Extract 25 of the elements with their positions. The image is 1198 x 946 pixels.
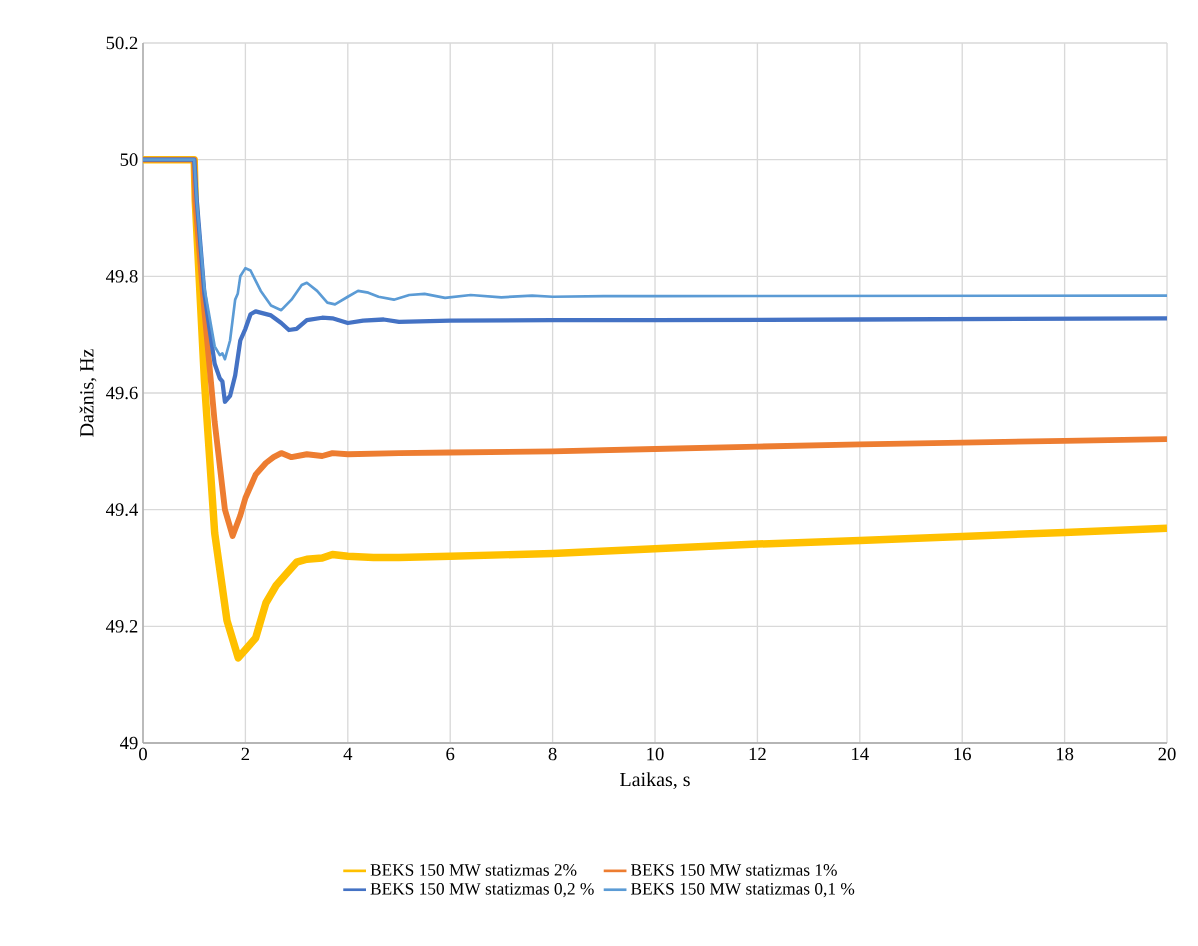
y-axis-title: Dažnis, Hz <box>79 349 97 437</box>
x-tick-label: 2 <box>241 747 250 761</box>
x-tick-label: 6 <box>446 747 455 761</box>
x-tick-label: 16 <box>954 747 971 761</box>
y-tick-label: 49.8 <box>105 269 138 283</box>
x-tick-label: 8 <box>548 747 557 761</box>
y-tick-label: 49.6 <box>105 386 138 400</box>
y-tick-label: 50.2 <box>106 36 138 50</box>
x-tick-label: 10 <box>647 747 664 761</box>
x-tick-label: 14 <box>852 747 869 761</box>
legend-label: BEKS 150 MW statizmas 0,1 % <box>630 882 855 898</box>
x-tick-label: 20 <box>1158 747 1176 761</box>
x-tick-label: 12 <box>749 747 766 761</box>
y-tick-label: 49.4 <box>105 503 139 516</box>
legend-label: BEKS 150 MW statizmas 2% <box>370 864 577 876</box>
y-tick-label: 49 <box>119 736 138 750</box>
x-tick-label: 0 <box>139 747 147 761</box>
legend-label: BEKS 150 MW statizmas 0,2 % <box>370 882 594 898</box>
x-axis-title: Laikas, s <box>620 772 690 790</box>
x-tick-label: 4 <box>343 747 353 760</box>
y-tick-label: 49.2 <box>105 620 138 633</box>
y-tick-label: 50 <box>120 153 138 166</box>
x-tick-label: 18 <box>1056 747 1074 761</box>
line-series <box>143 158 1168 361</box>
legend-label: BEKS 150 MW statizmas 1% <box>630 864 837 876</box>
